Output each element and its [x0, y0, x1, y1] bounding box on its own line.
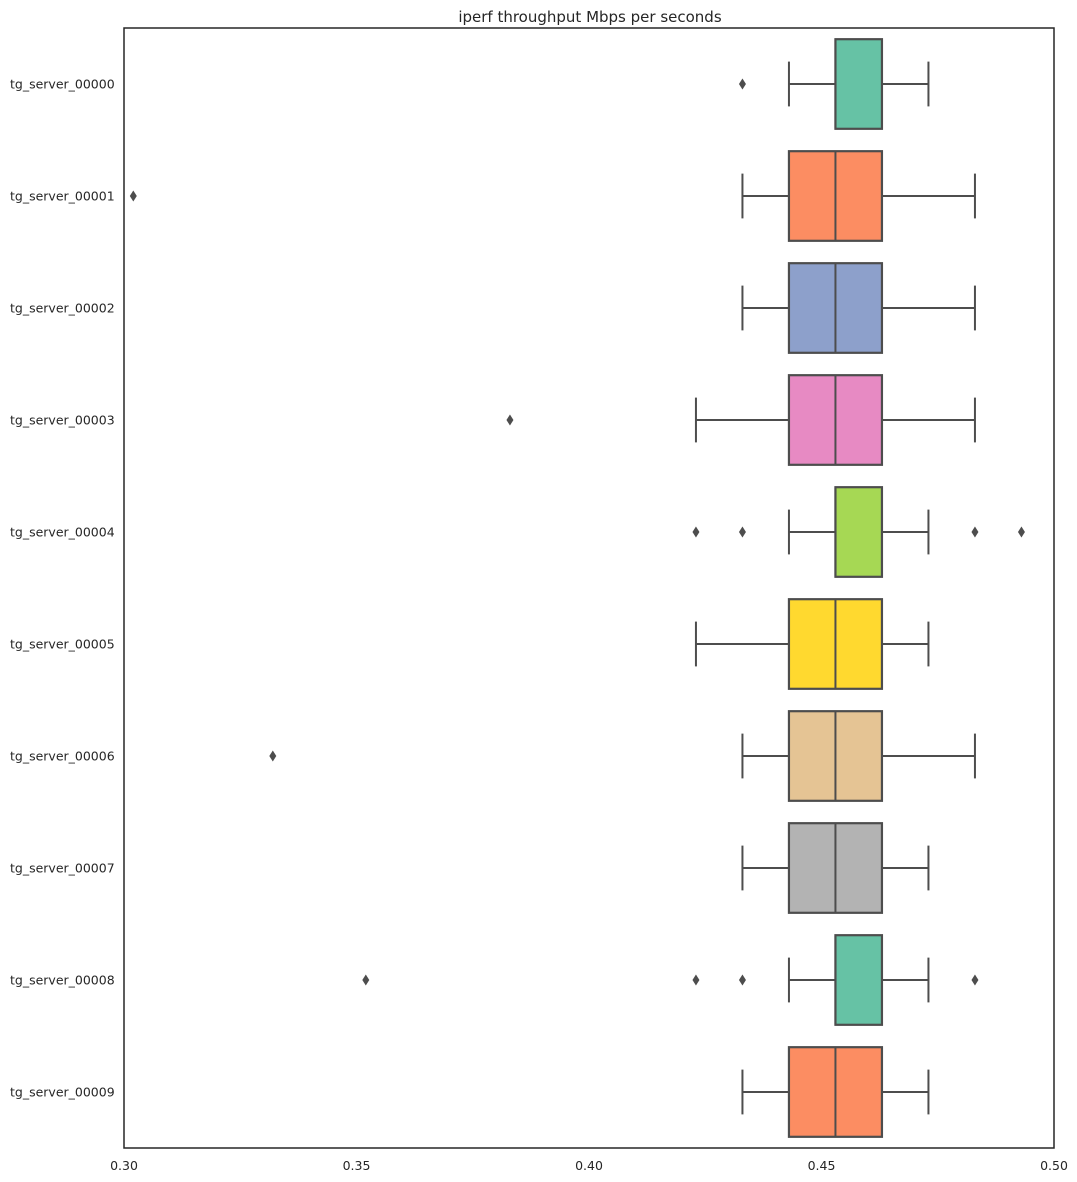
iqr-box — [834, 486, 884, 578]
iqr-box — [834, 38, 884, 130]
y-tick-label: tg_server_00008 — [10, 973, 115, 988]
x-tick-label: 0.40 — [575, 1158, 603, 1173]
y-tick-label: tg_server_00001 — [10, 189, 115, 204]
x-tick-label: 0.30 — [110, 1158, 138, 1173]
outlier-point — [506, 414, 514, 426]
box-group-9 — [741, 1046, 930, 1138]
x-axis-ticks: 0.30 0.35 0.40 0.45 0.50 — [110, 1158, 1068, 1173]
outlier-point — [692, 974, 700, 986]
box-group-0 — [738, 38, 930, 130]
outlier-point — [738, 974, 746, 986]
y-tick-label: tg_server_00009 — [10, 1085, 115, 1100]
y-axis-ticks: tg_server_00000 tg_server_00001 tg_server_… — [10, 77, 115, 1100]
box-group-8 — [362, 934, 979, 1026]
outlier-point — [362, 974, 370, 986]
box-group-6 — [269, 710, 976, 802]
y-tick-label: tg_server_00005 — [10, 637, 115, 652]
x-tick-label: 0.50 — [1040, 1158, 1068, 1173]
outlier-point — [692, 526, 700, 538]
chart-title: iperf throughput Mbps per seconds — [458, 8, 721, 26]
outlier-point — [1017, 526, 1025, 538]
outlier-point — [269, 750, 277, 762]
outlier-point — [738, 78, 746, 90]
box-group-7 — [741, 822, 930, 914]
y-tick-label: tg_server_00000 — [10, 77, 115, 92]
y-tick-label: tg_server_00003 — [10, 413, 115, 428]
outlier-point — [129, 190, 137, 202]
x-tick-label: 0.45 — [808, 1158, 836, 1173]
outlier-point — [738, 526, 746, 538]
box-group-3 — [506, 374, 976, 466]
box-group-4 — [692, 486, 1025, 578]
y-tick-label: tg_server_00006 — [10, 749, 115, 764]
box-group-1 — [129, 150, 976, 242]
x-tick-label: 0.35 — [343, 1158, 371, 1173]
y-tick-label: tg_server_00004 — [10, 525, 115, 540]
outlier-point — [971, 974, 979, 986]
box-group-2 — [741, 262, 976, 354]
y-tick-label: tg_server_00007 — [10, 861, 115, 876]
outlier-point — [971, 526, 979, 538]
box-group-5 — [694, 598, 930, 690]
plot-frame — [123, 27, 1055, 1149]
y-tick-label: tg_server_00002 — [10, 301, 115, 316]
plot-area — [129, 38, 1025, 1138]
iqr-box — [834, 934, 884, 1026]
